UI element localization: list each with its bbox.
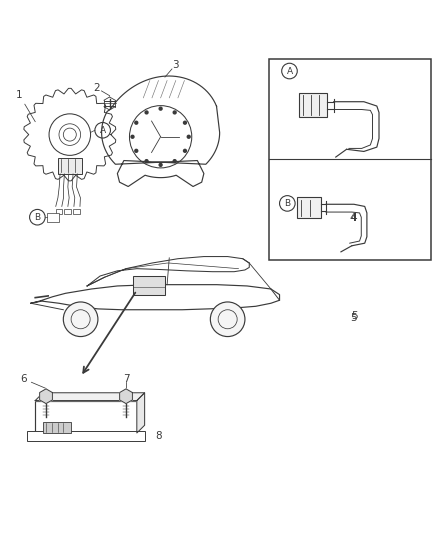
- Circle shape: [64, 302, 98, 336]
- Text: 5: 5: [350, 313, 357, 324]
- Bar: [27, 431, 145, 441]
- Text: 1: 1: [16, 90, 22, 100]
- Text: A: A: [99, 126, 106, 135]
- Circle shape: [187, 135, 191, 139]
- Text: B: B: [34, 213, 40, 222]
- Circle shape: [131, 135, 134, 139]
- Circle shape: [173, 159, 177, 163]
- Circle shape: [134, 120, 138, 125]
- Circle shape: [210, 302, 245, 336]
- Circle shape: [145, 110, 149, 115]
- Bar: [297, 197, 321, 218]
- Bar: [47, 213, 59, 222]
- Circle shape: [183, 120, 187, 125]
- Circle shape: [159, 107, 163, 111]
- Bar: [35, 401, 137, 433]
- Text: 4: 4: [350, 213, 357, 223]
- Text: 3: 3: [173, 60, 179, 69]
- Bar: [133, 277, 165, 295]
- Polygon shape: [120, 389, 132, 403]
- Text: 6: 6: [20, 374, 27, 384]
- Text: B: B: [284, 199, 290, 208]
- Bar: [64, 208, 71, 214]
- Text: A: A: [286, 67, 293, 76]
- Bar: [299, 93, 327, 117]
- Circle shape: [183, 149, 187, 153]
- Bar: [73, 208, 80, 214]
- Bar: [43, 422, 71, 433]
- Text: 2: 2: [94, 83, 100, 93]
- Polygon shape: [40, 389, 53, 403]
- Circle shape: [145, 159, 149, 163]
- Circle shape: [159, 163, 163, 167]
- Circle shape: [173, 110, 177, 115]
- Bar: [269, 59, 431, 260]
- Text: 5: 5: [351, 311, 357, 321]
- Polygon shape: [137, 393, 145, 433]
- Text: 4: 4: [351, 213, 357, 223]
- Bar: [58, 158, 82, 174]
- Text: 8: 8: [155, 431, 162, 441]
- Circle shape: [134, 149, 138, 153]
- Polygon shape: [35, 393, 145, 401]
- Bar: [56, 208, 63, 214]
- Text: 7: 7: [123, 374, 129, 384]
